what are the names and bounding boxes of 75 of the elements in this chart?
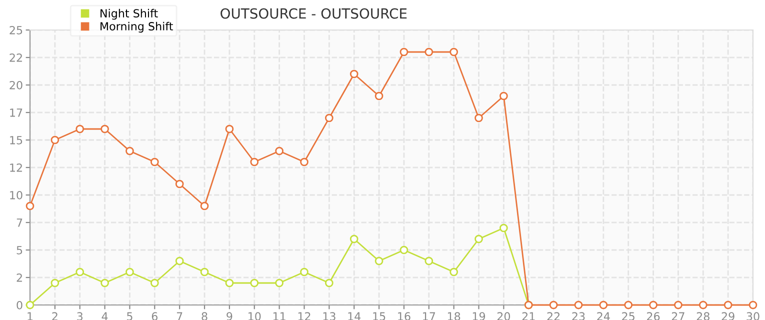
point (574, 300, 583, 310)
point (350, 234, 358, 244)
point (126, 268, 134, 276)
point (225, 124, 234, 134)
point (76, 124, 84, 134)
point (698, 300, 708, 310)
point (500, 224, 508, 232)
point (450, 48, 458, 56)
point (150, 158, 159, 166)
point (100, 278, 109, 288)
point (325, 114, 334, 122)
x-tick-label: 24 (597, 312, 610, 320)
x-tick-label: 27 (672, 312, 684, 320)
x-tick-label: 11 (273, 312, 286, 320)
point (724, 300, 732, 310)
point (200, 268, 209, 276)
x-tick-label: 14 (348, 312, 361, 320)
y-tick-label: 5 (16, 246, 22, 254)
point (424, 256, 434, 266)
y-tick-label: 15 (10, 136, 22, 144)
x-tick-label: 22 (547, 312, 560, 320)
point (350, 70, 358, 78)
point (26, 202, 34, 210)
x-tick-label: 1 (28, 312, 33, 320)
x-tick-label: 12 (298, 312, 310, 320)
point (624, 300, 633, 310)
legend-label: Morning Shift (100, 22, 173, 33)
x-tick-label: 4 (102, 312, 108, 320)
x-tick-label: 7 (176, 312, 182, 320)
point (100, 124, 109, 134)
y-tick-label: 22 (10, 53, 22, 62)
point (126, 146, 134, 156)
point (250, 158, 259, 166)
point (225, 278, 234, 288)
point (150, 278, 159, 288)
point (50, 278, 60, 288)
point (300, 268, 308, 276)
point (76, 268, 84, 276)
point (374, 256, 384, 266)
point (500, 92, 508, 100)
y-tick-label: 2 (16, 273, 22, 282)
point (26, 300, 34, 310)
point (200, 202, 209, 210)
point (175, 256, 184, 266)
y-tick-label: 12 (10, 163, 22, 172)
y-tick-label: 20 (10, 80, 22, 90)
point (275, 278, 284, 288)
point (300, 158, 308, 166)
chart-title: OUTSOURCE - OUTSOURCE (220, 8, 407, 19)
point (275, 146, 284, 156)
point (175, 180, 184, 188)
x-tick-label: 17 (423, 312, 436, 320)
point (599, 300, 608, 310)
point (450, 268, 458, 276)
y-tick-label: 7 (16, 218, 22, 227)
point (674, 300, 682, 310)
point (50, 136, 60, 144)
y-tick-label: 10 (10, 190, 22, 200)
x-tick-label: 2 (52, 312, 58, 320)
point (474, 114, 483, 122)
y-tick-label: 17 (10, 108, 22, 117)
point (325, 278, 334, 288)
y-tick-label: 0 (16, 300, 22, 310)
x-tick-label: 21 (522, 312, 535, 320)
point (649, 300, 658, 310)
point (400, 48, 408, 56)
point (374, 92, 384, 100)
point (549, 300, 558, 310)
point (250, 278, 259, 288)
point (474, 234, 483, 244)
point (400, 246, 408, 254)
point (424, 48, 434, 56)
point (748, 300, 758, 310)
legend-label: Night Shift (100, 8, 158, 20)
y-tick-label: 25 (10, 26, 22, 34)
